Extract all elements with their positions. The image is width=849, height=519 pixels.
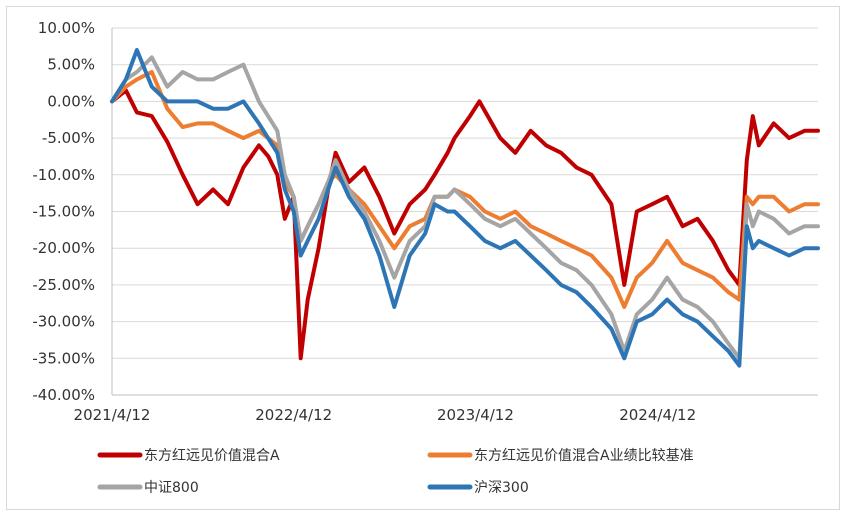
series-line-3 (110, 55, 820, 361)
legend-label: 东方红远见价值混合A业绩比较基准 (474, 447, 694, 464)
series-line-1 (110, 88, 820, 361)
legend-label: 东方红远见价值混合A (144, 448, 280, 464)
series-lines (110, 48, 820, 368)
chart-frame (6, 6, 840, 510)
x-tick-label: 2024/4/12 (619, 406, 696, 424)
y-tick-label: 0.00% (47, 92, 95, 110)
grid-lines (111, 27, 818, 396)
legend-label: 沪深300 (474, 480, 529, 496)
series-line-4 (110, 48, 820, 368)
x-tick-label: 2021/4/12 (74, 406, 151, 424)
x-axis-ticks: 2021/4/12 2022/4/12 2023/4/12 2024/4/12 (74, 406, 697, 424)
y-tick-label: -25.00% (32, 276, 95, 294)
y-axis-ticks: 10.00% 5.00% 0.00% -5.00% -10.00% -15.00% -20.… (32, 19, 95, 404)
y-tick-label: -5.00% (42, 129, 95, 147)
y-tick-label: -35.00% (32, 349, 95, 367)
legend-label: 中证800 (144, 480, 199, 496)
y-tick-label: 10.00% (38, 19, 95, 37)
y-tick-label: -20.00% (32, 239, 95, 257)
y-tick-label: -40.00% (32, 386, 95, 404)
x-tick-label: 2022/4/12 (255, 406, 332, 424)
x-tick-label: 2023/4/12 (437, 406, 514, 424)
y-tick-label: -15.00% (32, 203, 95, 221)
y-tick-label: -10.00% (32, 166, 95, 184)
y-tick-label: -30.00% (32, 313, 95, 331)
y-tick-label: 5.00% (47, 56, 95, 74)
